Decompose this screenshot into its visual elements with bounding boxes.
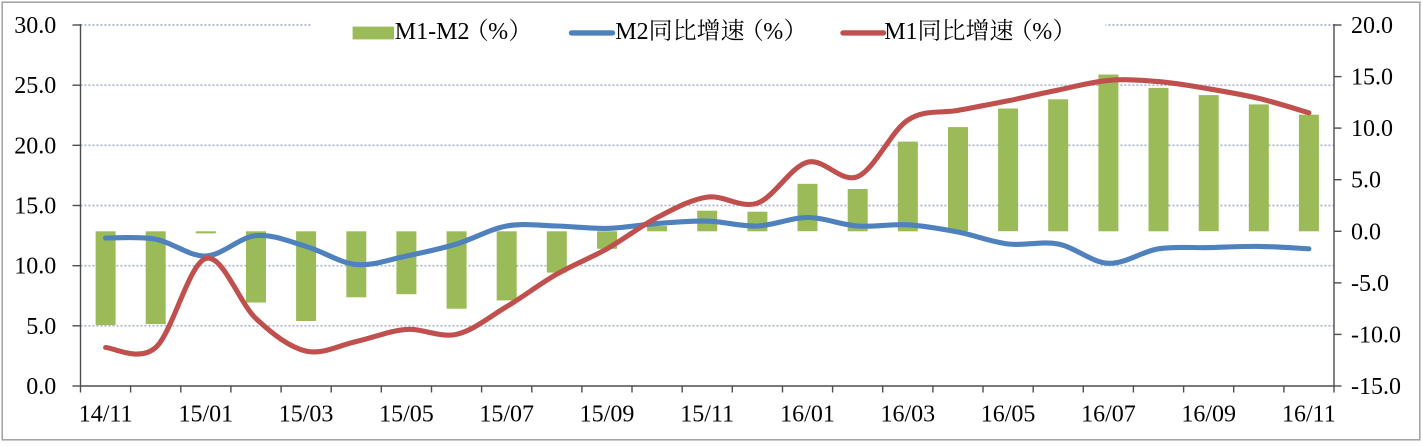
svg-text:15/03: 15/03	[279, 401, 334, 427]
svg-text:15/07: 15/07	[479, 401, 534, 427]
svg-text:M1: M1	[884, 19, 917, 45]
svg-text:16/11: 16/11	[1282, 401, 1336, 427]
svg-text:%: %	[488, 19, 508, 45]
svg-text:10.0: 10.0	[14, 254, 56, 280]
svg-text:15/05: 15/05	[379, 401, 434, 427]
svg-text:-5.0: -5.0	[1351, 271, 1389, 297]
svg-text:16/07: 16/07	[1081, 401, 1136, 427]
svg-text:30.0: 30.0	[14, 13, 56, 39]
svg-text:M2: M2	[615, 19, 648, 45]
svg-text:0.0: 0.0	[1351, 219, 1381, 245]
svg-text:5.0: 5.0	[26, 314, 56, 340]
svg-text:5.0: 5.0	[1351, 168, 1381, 194]
svg-text:15/09: 15/09	[580, 401, 635, 427]
svg-text:15.0: 15.0	[14, 194, 56, 220]
svg-text:25.0: 25.0	[14, 73, 56, 99]
svg-text:16/01: 16/01	[780, 401, 835, 427]
svg-text:10.0: 10.0	[1351, 116, 1393, 142]
svg-text:16/05: 16/05	[981, 401, 1036, 427]
svg-text:%: %	[1032, 19, 1052, 45]
svg-text:0.0: 0.0	[26, 374, 56, 400]
svg-text:16/03: 16/03	[880, 401, 935, 427]
svg-text:-10.0: -10.0	[1351, 322, 1401, 348]
svg-text:-15.0: -15.0	[1351, 374, 1401, 400]
svg-text:14/11: 14/11	[79, 401, 133, 427]
svg-text:20.0: 20.0	[1351, 13, 1393, 39]
svg-text:15.0: 15.0	[1351, 65, 1393, 91]
svg-text:15/11: 15/11	[680, 401, 734, 427]
svg-text:16/09: 16/09	[1181, 401, 1236, 427]
svg-text:15/01: 15/01	[178, 401, 233, 427]
svg-text:%: %	[763, 19, 783, 45]
svg-text:M1-M2: M1-M2	[395, 19, 470, 45]
svg-text:20.0: 20.0	[14, 133, 56, 159]
